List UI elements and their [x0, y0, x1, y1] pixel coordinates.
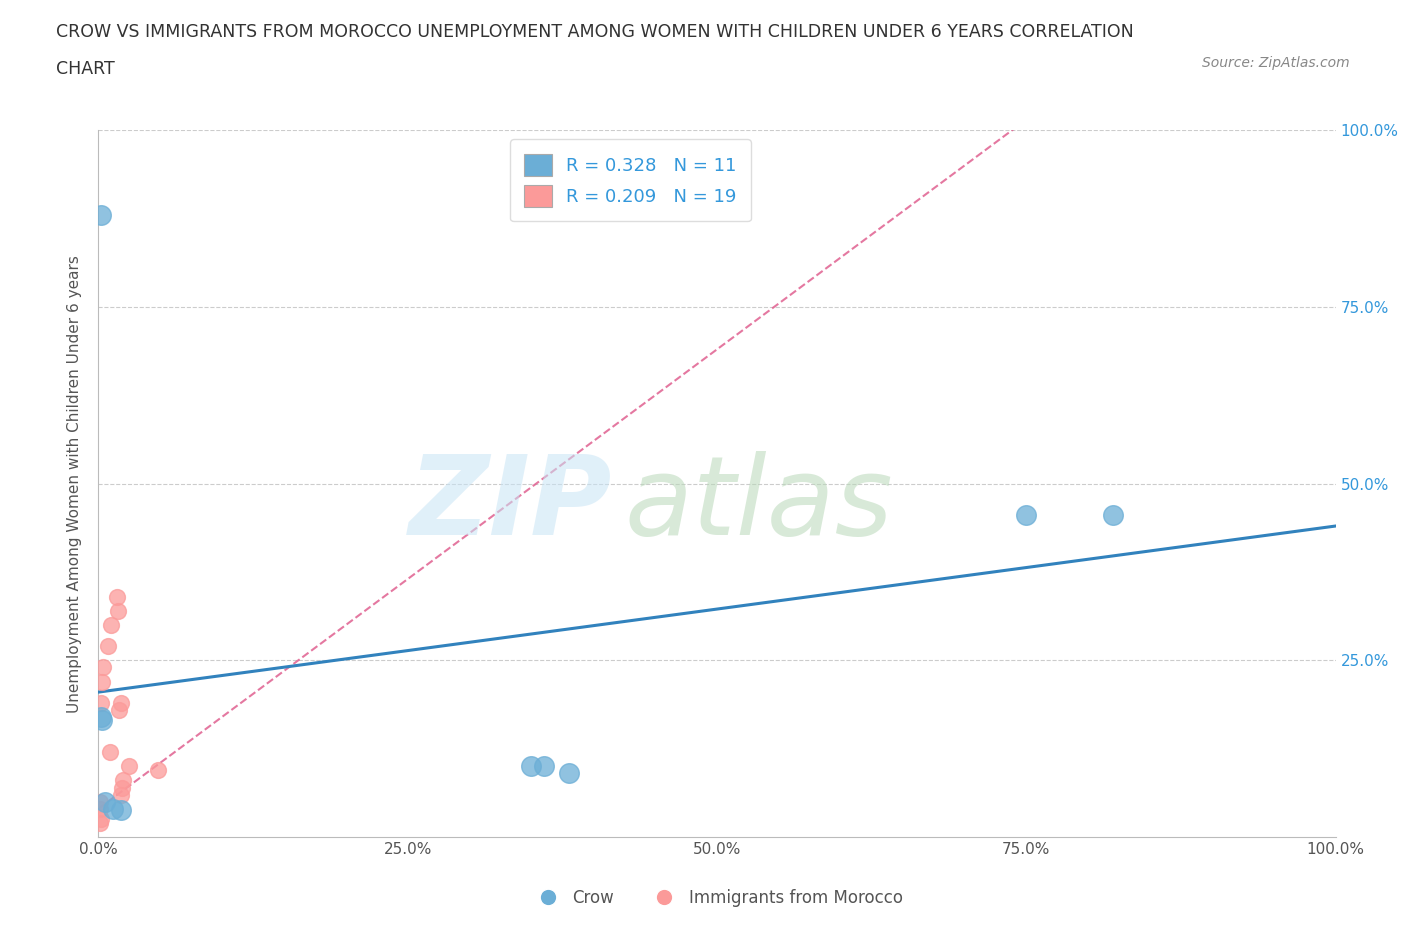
Y-axis label: Unemployment Among Women with Children Under 6 years: Unemployment Among Women with Children U… — [66, 255, 82, 712]
Point — [103, 802, 125, 817]
Text: CROW VS IMMIGRANTS FROM MOROCCO UNEMPLOYMENT AMONG WOMEN WITH CHILDREN UNDER 6 Y: CROW VS IMMIGRANTS FROM MOROCCO UNEMPLOY… — [56, 23, 1135, 41]
Point — [520, 759, 543, 774]
Point — [107, 604, 129, 618]
Point — [1015, 508, 1038, 523]
Point — [111, 780, 134, 795]
Point — [93, 660, 115, 675]
Point — [93, 794, 115, 809]
Text: ZIP: ZIP — [408, 451, 612, 558]
Point — [110, 696, 132, 711]
Point — [110, 787, 132, 802]
Legend: Crow, Immigrants from Morocco: Crow, Immigrants from Morocco — [524, 883, 910, 913]
Point — [146, 763, 169, 777]
Point — [1102, 508, 1125, 523]
Point — [90, 710, 112, 724]
Point — [118, 759, 141, 774]
Point — [91, 674, 114, 689]
Point — [533, 759, 555, 774]
Point — [98, 745, 121, 760]
Point — [90, 812, 112, 827]
Point — [97, 639, 120, 654]
Point — [100, 618, 122, 632]
Point — [110, 803, 132, 817]
Point — [557, 766, 579, 781]
Point — [89, 794, 111, 809]
Text: Source: ZipAtlas.com: Source: ZipAtlas.com — [1202, 56, 1350, 70]
Point — [90, 207, 112, 222]
Point — [89, 802, 111, 817]
Point — [112, 773, 135, 788]
Point — [89, 816, 111, 830]
Point — [91, 713, 114, 728]
Point — [108, 702, 131, 717]
Text: CHART: CHART — [56, 60, 115, 78]
Text: atlas: atlas — [624, 451, 893, 558]
Point — [90, 696, 112, 711]
Point — [105, 590, 128, 604]
